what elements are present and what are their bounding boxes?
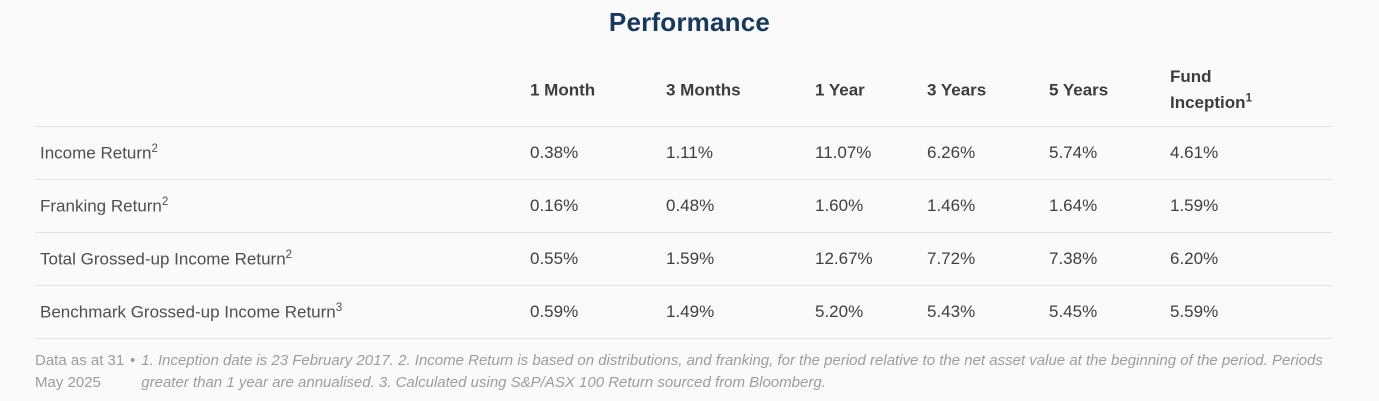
- cell-value: 0.16%: [530, 179, 666, 233]
- column-header-fund-inception: Fund Inception1: [1170, 54, 1332, 127]
- cell-value: 1.49%: [666, 285, 815, 339]
- footnotes-text: 1. Inception date is 23 February 2017. 2…: [141, 352, 1323, 391]
- cell-value: 11.07%: [815, 126, 927, 180]
- cell-value: 12.67%: [815, 232, 927, 286]
- cell-value: 1.64%: [1049, 179, 1170, 233]
- cell-value: 0.59%: [530, 285, 666, 339]
- column-header-5-years: 5 Years: [1049, 54, 1170, 127]
- performance-table: 1 Month 3 Months 1 Year 3 Years 5 Years …: [35, 54, 1332, 339]
- cell-value: 5.43%: [927, 285, 1049, 339]
- cell-value: 1.59%: [666, 232, 815, 286]
- cell-value: 0.55%: [530, 232, 666, 286]
- row-label: Franking Return2: [35, 179, 530, 233]
- table-row-total-grossed-up-income-return: Total Grossed-up Income Return2 0.55% 1.…: [35, 232, 1332, 286]
- table-header-row: 1 Month 3 Months 1 Year 3 Years 5 Years …: [35, 54, 1332, 127]
- page-title: Performance: [608, 7, 771, 37]
- cell-value: 4.61%: [1170, 126, 1332, 180]
- footnote-bullet: •: [130, 352, 136, 369]
- cell-value: 5.74%: [1049, 126, 1170, 180]
- table-row-income-return: Income Return2 0.38% 1.11% 11.07% 6.26% …: [35, 126, 1332, 180]
- cell-value: 1.11%: [666, 126, 815, 180]
- table-footer: Data as at 31 May 2025 • 1. Inception da…: [35, 350, 1335, 394]
- cell-value: 7.38%: [1049, 232, 1170, 286]
- cell-value: 0.48%: [666, 179, 815, 233]
- row-label: Total Grossed-up Income Return2: [35, 232, 530, 286]
- cell-value: 1.46%: [927, 179, 1049, 233]
- cell-value: 0.38%: [530, 126, 666, 180]
- table-row-benchmark-grossed-up-income-return: Benchmark Grossed-up Income Return3 0.59…: [35, 285, 1332, 339]
- cell-value: 1.60%: [815, 179, 927, 233]
- cell-value: 7.72%: [927, 232, 1049, 286]
- column-header-3-months: 3 Months: [666, 54, 815, 127]
- column-header-1-year: 1 Year: [815, 54, 927, 127]
- data-as-at-date: Data as at 31 May 2025: [35, 352, 125, 391]
- cell-value: 6.26%: [927, 126, 1049, 180]
- column-header-3-years: 3 Years: [927, 54, 1049, 127]
- cell-value: 5.20%: [815, 285, 927, 339]
- header-spacer: [35, 54, 530, 127]
- cell-value: 5.59%: [1170, 285, 1332, 339]
- table-row-franking-return: Franking Return2 0.16% 0.48% 1.60% 1.46%…: [35, 179, 1332, 233]
- column-header-1-month: 1 Month: [530, 54, 666, 127]
- cell-value: 6.20%: [1170, 232, 1332, 286]
- row-label: Benchmark Grossed-up Income Return3: [35, 285, 530, 339]
- cell-value: 5.45%: [1049, 285, 1170, 339]
- cell-value: 1.59%: [1170, 179, 1332, 233]
- row-label: Income Return2: [35, 126, 530, 180]
